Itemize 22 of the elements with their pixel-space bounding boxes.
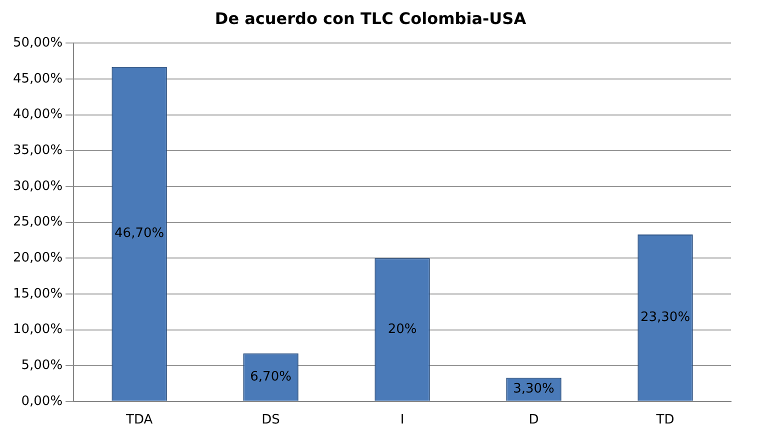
x-tick-label: I	[400, 412, 404, 428]
y-tick-label: 45,00%	[12, 71, 63, 86]
data-label: 6,70%	[250, 370, 292, 385]
y-tick-label: 10,00%	[12, 322, 63, 338]
y-tick-label: 30,00%	[12, 178, 63, 194]
y-tick-label: 25,00%	[12, 214, 63, 230]
x-tick-label: DS	[262, 412, 280, 428]
y-tick-label: 40,00%	[12, 107, 63, 122]
y-tick-label: 35,00%	[12, 143, 63, 158]
y-tick-label: 20,00%	[12, 250, 63, 266]
data-label: 46,70%	[114, 226, 164, 242]
x-tick-label: TD	[655, 412, 674, 428]
x-tick-label: TDA	[125, 412, 153, 428]
y-tick-label: 50,00%	[12, 36, 63, 51]
y-tick-label: 0,00%	[21, 394, 63, 409]
chart-title: De acuerdo con TLC Colombia-USA	[214, 8, 527, 28]
data-label: 23,30%	[640, 310, 690, 326]
y-tick-label: 15,00%	[12, 286, 63, 302]
data-label: 20%	[388, 322, 417, 337]
data-label: 3,30%	[513, 382, 554, 397]
y-tick-label: 5,00%	[21, 358, 63, 373]
x-tick-label: D	[528, 412, 539, 428]
